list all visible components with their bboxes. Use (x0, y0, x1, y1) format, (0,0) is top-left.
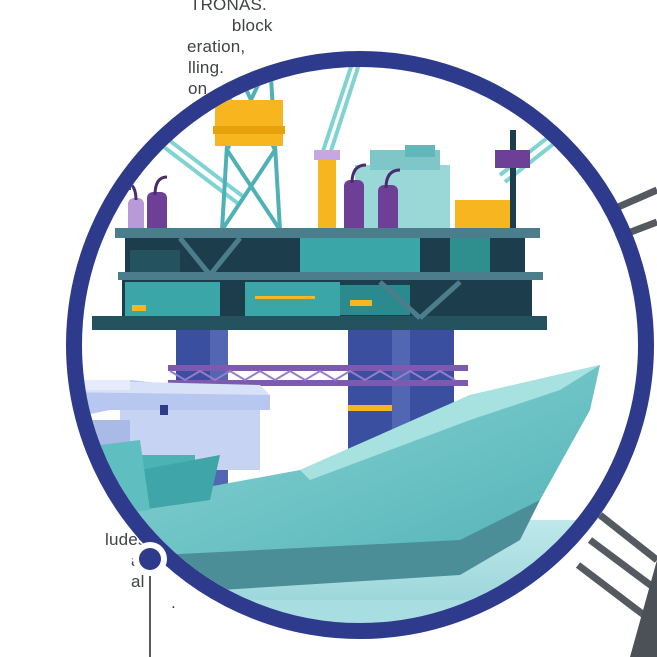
text-line: TRONAS. (190, 0, 267, 14)
text-line: al (131, 572, 145, 591)
magnifier-circle (66, 51, 654, 639)
text-line: lling. (188, 58, 225, 77)
decorative-wedge (630, 560, 657, 657)
text-line: block (227, 16, 273, 35)
text-line: on (188, 79, 208, 98)
text-line: . (171, 593, 176, 612)
text-line: eration, (187, 37, 246, 56)
